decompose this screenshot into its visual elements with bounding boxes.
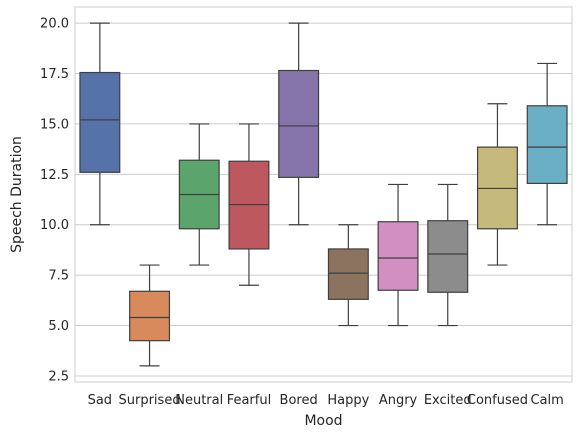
y-axis-label: Speech Duration: [9, 136, 25, 253]
y-tick-label: 2.5: [48, 369, 69, 384]
x-axis-label: Mood: [304, 413, 342, 429]
box-excited: [427, 183, 469, 327]
box-surprised: [129, 264, 171, 367]
box-confused: [476, 103, 518, 266]
x-tick-label: Confused: [467, 393, 528, 408]
y-tick-label: 10.0: [40, 218, 69, 233]
iqr-box: [427, 220, 469, 293]
y-tick-label: 15.0: [40, 117, 69, 132]
x-tick-label: Bored: [280, 393, 318, 408]
iqr-box: [526, 105, 568, 185]
box-neutral: [178, 123, 220, 266]
iqr-box: [79, 71, 121, 173]
iqr-box: [327, 248, 369, 300]
box-series: [79, 22, 568, 367]
y-tick-label: 17.5: [40, 67, 69, 82]
x-tick-label: Fearful: [227, 393, 272, 408]
x-tick-label: Neutral: [175, 393, 223, 408]
box-fearful: [228, 123, 270, 286]
x-tick-label: Calm: [530, 393, 563, 408]
iqr-box: [278, 69, 320, 178]
y-tick-label: 7.5: [48, 269, 69, 284]
box-happy: [327, 224, 369, 327]
box-calm: [526, 62, 568, 226]
plot-area-frame: [74, 6, 573, 383]
box-angry: [377, 183, 419, 327]
y-tick-label: 5.0: [48, 319, 69, 334]
iqr-box: [377, 221, 419, 291]
iqr-box: [129, 290, 171, 342]
box-sad: [79, 22, 121, 226]
y-tick-label: 12.5: [40, 168, 69, 183]
x-tick-label: Excited: [424, 393, 472, 408]
box-bored: [278, 22, 320, 226]
x-tick-label: Angry: [379, 393, 418, 408]
x-tick-label: Happy: [327, 393, 369, 408]
y-tick-label: 20.0: [40, 17, 69, 32]
x-tick-label: Sad: [88, 393, 112, 408]
x-tick-label: Surprised: [119, 393, 181, 408]
y-tick-labels: 2.5 5.0 7.5 10.0 12.5 15.0 17.5 20.0: [40, 17, 69, 385]
